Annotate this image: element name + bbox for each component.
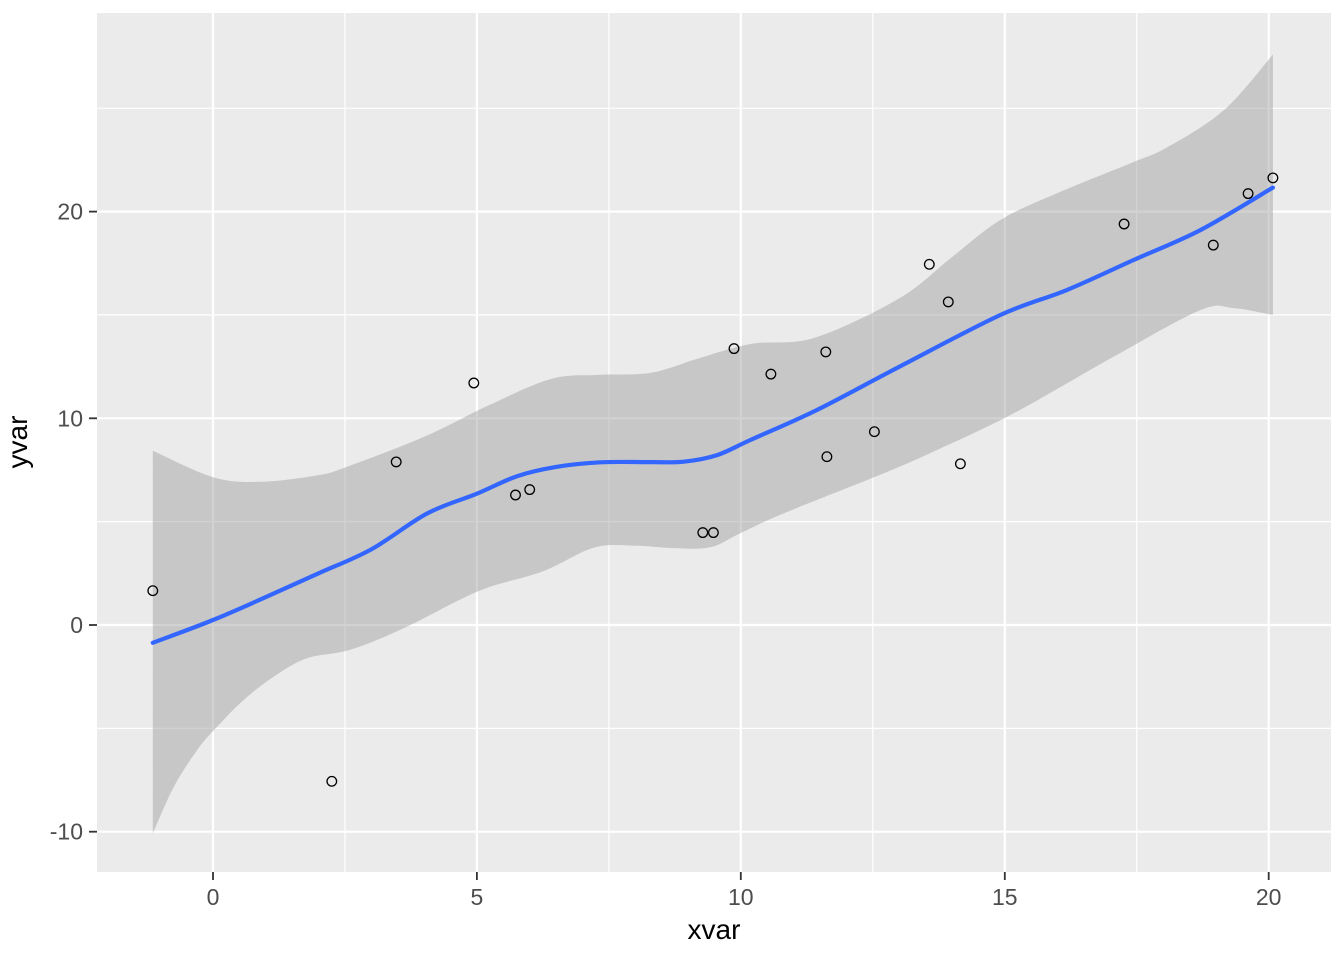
smooth-line [150,185,1275,645]
y-axis-title: yvar [2,415,33,469]
x-tick-label: 10 [728,884,754,910]
y-tick-label: -10 [50,819,83,845]
confidence-ribbon [152,54,1273,834]
x-tick-label: 15 [992,884,1018,910]
data-point [326,775,338,787]
data-point [390,456,402,468]
axis-tick-labels: 0 5 10 15 20 -10 0 10 20 [50,199,1282,910]
x-tick-label: 5 [471,884,484,910]
x-tick-label: 20 [1256,884,1282,910]
data-point [1267,172,1279,184]
data-point [728,343,740,355]
y-tick-label: 10 [57,405,83,431]
data-point [1118,218,1130,230]
data-point [820,346,832,358]
data-point [707,527,719,539]
y-tick-label: 20 [57,199,83,225]
data-point [923,258,935,270]
data-point [468,377,480,389]
data-point [821,451,833,463]
y-tick-label: 0 [70,612,83,638]
data-point [942,296,954,308]
data-point [868,426,880,438]
data-point [510,489,521,501]
grid-minor [97,13,1331,872]
data-point [524,484,536,496]
data-point [1242,188,1254,200]
data-point [697,527,709,539]
data-point [765,368,777,380]
data-point [147,585,159,597]
data-points [147,172,1279,787]
axis-ticks [89,210,1270,880]
data-point [954,458,966,470]
x-tick-label: 0 [207,884,220,910]
x-axis-title: xvar [687,914,741,945]
data-point [1207,239,1219,251]
